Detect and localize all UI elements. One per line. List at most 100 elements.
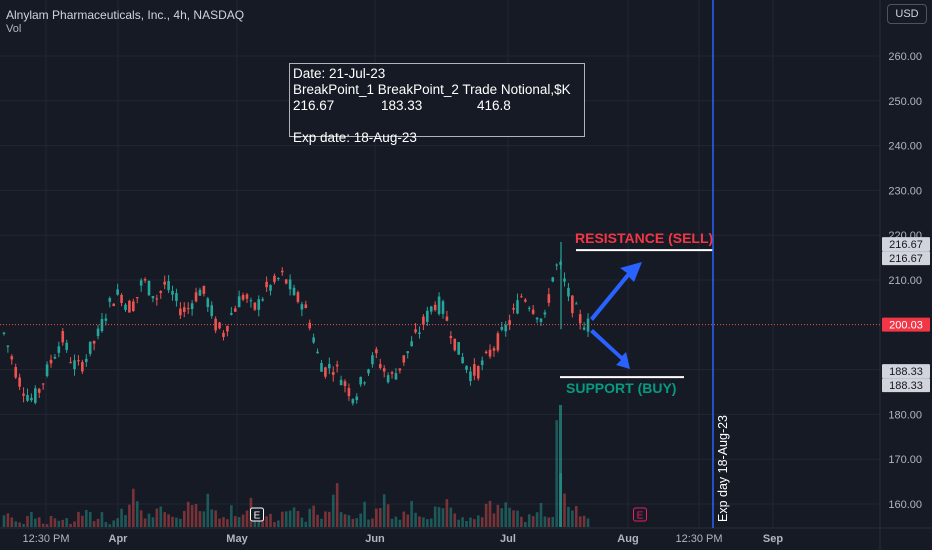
candle-body: [6, 345, 10, 347]
volume-bar: [386, 504, 390, 527]
volume-bar: [547, 517, 551, 527]
candle-body: [574, 303, 578, 305]
volume-bar: [6, 513, 10, 527]
candle-body: [253, 302, 257, 310]
volume-bar: [288, 510, 292, 527]
candle-body: [386, 375, 390, 383]
candle-body: [476, 366, 480, 379]
volume-bar: [10, 517, 14, 527]
volume-bar: [202, 511, 206, 527]
candle-body: [163, 281, 166, 285]
candle-body: [414, 329, 417, 333]
volume-bar: [574, 506, 578, 527]
y-tick-label: 170.00: [888, 454, 922, 466]
earnings-marker: [633, 507, 647, 522]
resistance-label: RESISTANCE (SELL): [575, 230, 713, 246]
candle-body: [143, 279, 147, 281]
candle-body: [328, 364, 331, 369]
price-tag: [882, 251, 930, 266]
candle-body: [120, 294, 123, 303]
candle-body: [116, 289, 119, 295]
volume-bar: [324, 511, 327, 527]
volume-bar: [422, 517, 425, 527]
currency-button[interactable]: USD: [887, 4, 927, 24]
volume-bar: [504, 502, 508, 527]
volume-bar: [53, 518, 57, 527]
info-bp1: 216.67: [293, 98, 335, 113]
candle-body: [18, 377, 21, 387]
candle-body: [265, 281, 268, 288]
volume-bar: [163, 512, 166, 527]
candle-body: [418, 332, 421, 335]
volume-bar: [445, 499, 449, 527]
candle-body: [124, 304, 127, 310]
candle-body: [422, 316, 425, 325]
candle-body: [567, 287, 570, 297]
volume-bar: [171, 516, 174, 527]
price-tag-label: 216.67: [889, 239, 923, 251]
volume-bar: [406, 514, 410, 527]
x-tick-label: Jul: [500, 533, 516, 545]
volume-bar: [88, 511, 92, 527]
candle-body: [194, 292, 198, 302]
candle-body: [429, 306, 433, 312]
candle-body: [480, 360, 484, 365]
volume-bar: [371, 518, 374, 527]
volume-bar: [524, 522, 527, 527]
candle-body: [347, 388, 351, 397]
candle-body: [245, 294, 249, 299]
volume-bar: [578, 516, 582, 527]
volume-bar: [241, 514, 245, 527]
symbol-title: Alnylam Pharmaceuticals, Inc., 4h, NASDA…: [6, 8, 245, 22]
candle-body: [261, 299, 264, 301]
price-tag: [882, 378, 930, 393]
candle-body: [84, 358, 88, 363]
candle-body: [210, 305, 214, 317]
candle-body: [81, 362, 84, 372]
volume-bar: [331, 494, 335, 527]
info-date: Date: 21-Jul-23: [293, 66, 386, 81]
candle-body: [179, 308, 182, 316]
candle-body: [316, 351, 319, 354]
arrow-up: [590, 262, 642, 321]
info-bp2: 183.33: [381, 98, 423, 113]
volume-bar: [410, 500, 413, 527]
x-tick-label: 12:30 PM: [675, 533, 722, 545]
volume-bar: [237, 517, 241, 527]
candle-body: [241, 295, 245, 300]
volume-bar: [308, 508, 312, 527]
volume-bar: [571, 510, 574, 527]
volume-bar: [104, 522, 108, 527]
candle-body: [465, 365, 468, 370]
candle-body: [555, 264, 558, 266]
volume-bar: [120, 508, 123, 527]
volume-bar: [2, 515, 6, 527]
candle-body: [512, 308, 515, 310]
volume-bar: [343, 514, 347, 527]
earnings-marker-label: E: [637, 511, 644, 522]
volume-bar: [539, 502, 543, 527]
candle-body: [433, 304, 437, 311]
volume-bar: [22, 523, 25, 527]
volume-bar: [433, 506, 437, 527]
volume-bar: [555, 420, 558, 527]
candle-body: [524, 299, 527, 302]
volume-bar: [355, 518, 359, 527]
y-tick-label: 180.00: [888, 409, 922, 421]
volume-bar: [167, 514, 170, 527]
candle-body: [390, 372, 394, 374]
candle-body: [398, 368, 402, 371]
volume-bar: [582, 515, 586, 527]
volume-bar: [139, 510, 143, 527]
candle-body: [190, 303, 194, 310]
candle-body: [132, 301, 135, 312]
volume-bar: [280, 511, 284, 527]
candle-body: [473, 364, 476, 376]
candle-body: [367, 369, 370, 374]
volume-bar: [398, 519, 402, 527]
price-tag-label: 200.03: [889, 320, 923, 332]
volume-bar: [520, 516, 523, 527]
candle-body: [69, 362, 72, 364]
candle-body: [402, 355, 406, 363]
